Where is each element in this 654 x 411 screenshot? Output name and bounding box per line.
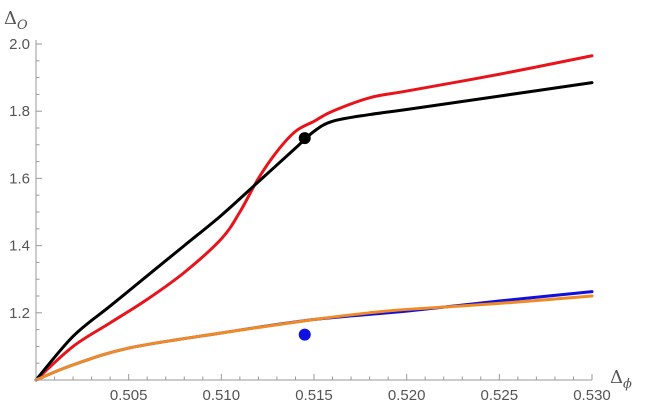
y-tick-label: 1.2 — [9, 305, 30, 322]
y-tick-label: 1.4 — [9, 238, 30, 255]
x-tick-label: 0.520 — [388, 387, 426, 404]
x-tick-label: 0.515 — [295, 387, 333, 404]
y-tick-label: 2.0 — [9, 36, 30, 53]
series-line-3 — [34, 290, 594, 382]
x-tick-label: 0.525 — [481, 387, 519, 404]
y-tick-label: 1.8 — [9, 103, 30, 120]
series-line-1 — [34, 54, 594, 382]
x-axis-title: Δϕ — [610, 367, 632, 392]
x-tick-label: 0.510 — [203, 387, 241, 404]
series-line-2 — [34, 81, 594, 382]
points-layer — [298, 132, 311, 341]
series-line-4 — [34, 294, 594, 382]
data-point-1 — [298, 132, 311, 145]
x-tick-label: 0.505 — [110, 387, 148, 404]
data-point-2 — [298, 328, 311, 341]
axes-layer — [35, 40, 592, 381]
y-tick-label: 1.6 — [9, 170, 30, 187]
y-axis-title: ΔO — [4, 8, 28, 33]
ticks-layer: 0.505 0.510 0.515 0.520 0.525 0.530 1.2 1.4 1.6 1… — [9, 36, 611, 404]
series-layer — [34, 54, 594, 382]
x-tick-label: 0.530 — [573, 387, 611, 404]
